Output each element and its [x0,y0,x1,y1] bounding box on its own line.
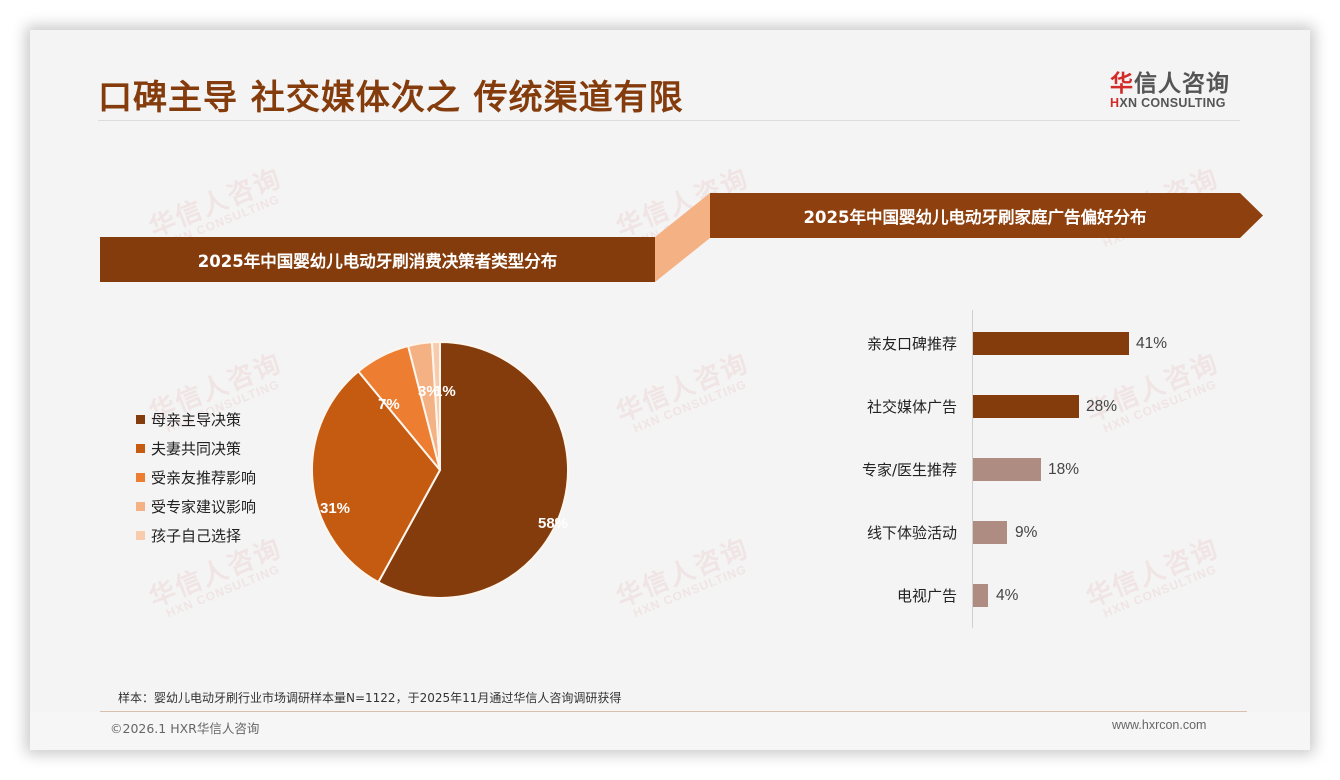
logo-chinese: 华信人咨询 [1110,64,1250,98]
pie-chart-title-banner: 2025年中国婴幼儿电动牙刷消费决策者类型分布 [100,237,655,282]
copyright: ©2026.1 HXR华信人咨询 [110,721,260,736]
title-divider [98,120,1240,121]
logo-english: HXN CONSULTING [1110,96,1250,110]
legend-label: 孩子自己选择 [151,527,242,545]
pie-label-1: 1% [434,383,456,400]
legend-label: 受专家建议影响 [151,498,257,516]
legend-swatch [136,502,145,511]
bar-row: 电视广告 4% [830,584,1250,608]
bar-value-label: 9% [1015,524,1038,541]
bar-chart-title: 2025年中国婴幼儿电动牙刷家庭广告偏好分布 [803,207,1147,227]
pie-label-31: 31% [320,500,351,517]
legend-swatch [136,444,145,453]
bar [973,332,1129,355]
legend-item: 母亲主导决策 [136,405,256,434]
logo-en-rest: XN CONSULTING [1119,96,1226,110]
legend-label: 母亲主导决策 [151,411,242,429]
pie-svg [311,340,569,599]
bar-row: 专家/医生推荐 18% [830,458,1250,482]
logo-chinese-rest: 信人咨询 [1134,71,1230,97]
bar-category-label: 社交媒体广告 [866,398,957,416]
brand-logo: 华信人咨询 HXN CONSULTING [1110,64,1250,110]
bar-category-label: 电视广告 [896,587,957,605]
pie-legend: 母亲主导决策 夫妻共同决策 受亲友推荐影响 受专家建议影响 孩子自己选择 [136,405,256,550]
pie-label-58: 58% [538,515,569,532]
pie-label-3: 3% [418,383,440,400]
bar-value-label: 41% [1136,335,1168,352]
arrow-banner-shape [710,193,1263,238]
legend-item: 受亲友推荐影响 [136,463,256,492]
bar-value-label: 18% [1048,461,1080,478]
bar-row: 亲友口碑推荐 41% [830,332,1250,356]
legend-swatch [136,531,145,540]
bar-category-label: 亲友口碑推荐 [866,335,957,353]
bar-chart-title-banner: 2025年中国婴幼儿电动牙刷家庭广告偏好分布 [710,193,1263,238]
bar [973,395,1079,418]
legend-label: 受亲友推荐影响 [151,469,257,487]
logo-en-accent: H [1110,96,1120,110]
bar [973,584,988,607]
bar-category-label: 专家/医生推荐 [861,461,957,479]
pie-chart: 58% 31% 7% 3% 1% [310,340,570,604]
legend-swatch [136,473,145,482]
legend-swatch [136,415,145,424]
legend-item: 夫妻共同决策 [136,434,256,463]
footer-divider [100,711,1247,712]
bar-row: 社交媒体广告 28% [830,395,1250,419]
legend-item: 孩子自己选择 [136,521,256,550]
bar [973,521,1007,544]
pie-label-7: 7% [378,396,400,413]
legend-label: 夫妻共同决策 [151,440,242,458]
page-title: 口碑主导 社交媒体次之 传统渠道有限 [98,78,684,118]
bar-axis-line [972,310,973,628]
pie-slice [311,369,442,584]
bar-value-label: 28% [1086,398,1118,415]
banner-connector [655,193,710,282]
bar-category-label: 线下体验活动 [866,524,957,542]
footer [30,712,1310,750]
bar-value-label: 4% [996,587,1019,604]
pie-slice [376,340,569,599]
pie-slice [430,340,441,471]
source-note: 样本：婴幼儿电动牙刷行业市场调研样本量N=1122，于2025年11月通过华信人… [118,691,622,705]
bar-chart: 亲友口碑推荐 41% 社交媒体广告 28% 专家/医生推荐 18% 线下体验活动… [830,310,1250,630]
bar-row: 线下体验活动 9% [830,521,1250,545]
website-link[interactable]: www.hxrcon.com [1112,718,1207,732]
slide: 口碑主导 社交媒体次之 传统渠道有限 华信人咨询 HXN CONSULTING … [30,30,1310,750]
logo-accent-char: 华 [1110,71,1134,97]
legend-item: 受专家建议影响 [136,492,256,521]
bar [973,458,1041,481]
